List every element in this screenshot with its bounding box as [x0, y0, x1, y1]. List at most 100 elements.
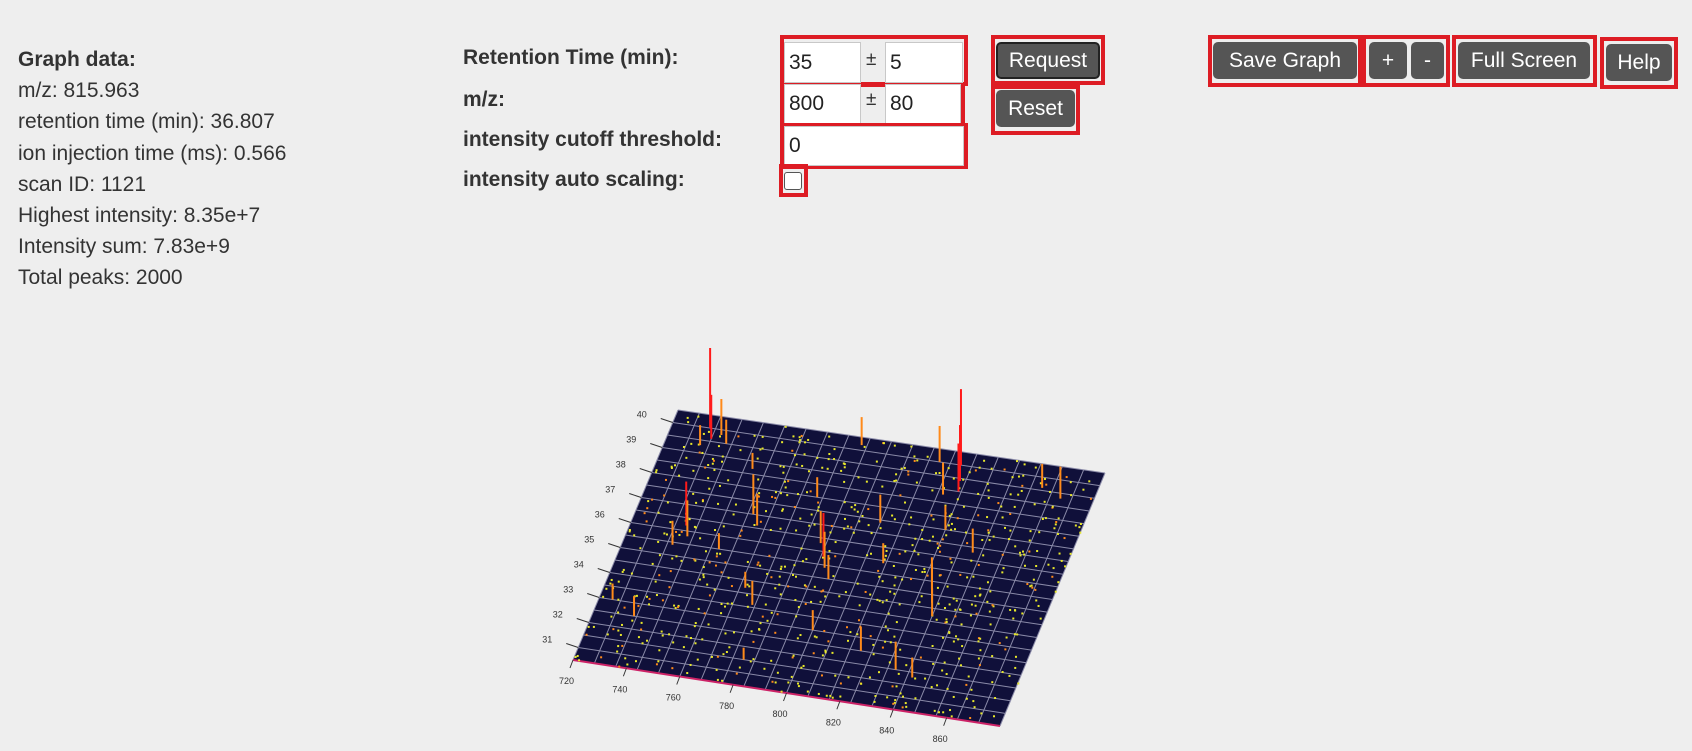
low-intensity-point	[1043, 477, 1046, 480]
zoom-out-button[interactable]: -	[1411, 42, 1444, 79]
low-intensity-point	[802, 664, 805, 667]
low-intensity-point	[968, 471, 971, 474]
low-intensity-point	[916, 459, 919, 462]
low-intensity-point	[877, 671, 880, 674]
low-intensity-point	[962, 478, 965, 481]
low-intensity-point	[913, 459, 916, 462]
low-intensity-point	[936, 586, 939, 589]
low-intensity-point	[913, 455, 916, 458]
low-intensity-point	[794, 598, 797, 601]
help-button[interactable]: Help	[1606, 44, 1672, 81]
low-intensity-point	[759, 448, 762, 451]
low-intensity-point	[655, 469, 658, 472]
y-tick-label: 35	[584, 535, 594, 545]
low-intensity-point	[945, 618, 948, 621]
low-intensity-point	[856, 510, 859, 513]
low-intensity-point	[804, 603, 807, 606]
low-intensity-point	[1069, 481, 1072, 484]
reset-button[interactable]: Reset	[996, 90, 1075, 127]
mz-value-input[interactable]: 800	[784, 84, 861, 124]
low-intensity-point	[655, 471, 658, 474]
low-intensity-point	[998, 642, 1001, 645]
low-intensity-point	[1079, 523, 1082, 526]
low-intensity-point	[1079, 531, 1082, 534]
low-intensity-point	[1074, 524, 1077, 527]
rt-tolerance-input[interactable]: 5	[885, 42, 963, 83]
low-intensity-point	[873, 700, 876, 703]
low-intensity-point	[746, 560, 749, 563]
low-intensity-point	[1001, 553, 1004, 556]
low-intensity-point	[953, 528, 956, 531]
grid-line	[807, 444, 914, 697]
rt-value-input[interactable]: 35	[784, 42, 861, 83]
low-intensity-point	[895, 621, 898, 624]
low-intensity-point	[668, 633, 671, 636]
low-intensity-point	[869, 593, 872, 596]
low-intensity-point	[823, 629, 826, 632]
save-graph-button[interactable]: Save Graph	[1213, 42, 1357, 79]
low-intensity-point	[657, 540, 660, 543]
low-intensity-point	[1028, 550, 1031, 553]
low-intensity-point	[1021, 484, 1024, 487]
low-intensity-point	[1089, 497, 1092, 500]
low-intensity-point	[792, 435, 795, 438]
low-intensity-point	[651, 562, 654, 565]
low-intensity-point	[1029, 530, 1032, 533]
low-intensity-point	[790, 675, 793, 678]
low-intensity-point	[774, 496, 777, 499]
low-intensity-point	[776, 613, 779, 616]
low-intensity-point	[688, 518, 691, 521]
full-screen-button[interactable]: Full Screen	[1458, 42, 1590, 79]
low-intensity-point	[1009, 608, 1012, 611]
low-intensity-point	[931, 535, 934, 538]
low-intensity-point	[952, 695, 955, 698]
low-intensity-point	[761, 435, 764, 438]
low-intensity-point	[1044, 517, 1047, 520]
low-intensity-point	[721, 455, 724, 458]
low-intensity-point	[974, 469, 977, 472]
low-intensity-point	[974, 595, 977, 598]
low-intensity-point	[949, 709, 952, 712]
low-intensity-point	[980, 712, 983, 715]
low-intensity-point	[697, 607, 700, 610]
request-button[interactable]: Request	[996, 42, 1100, 79]
low-intensity-point	[950, 715, 953, 718]
zoom-buttons-highlight	[1362, 35, 1450, 87]
low-intensity-point	[701, 451, 704, 454]
low-intensity-point	[1037, 604, 1040, 607]
low-intensity-point	[872, 653, 875, 656]
low-intensity-point	[610, 578, 613, 581]
info-scan-id: scan ID: 1121	[18, 172, 147, 196]
low-intensity-point	[787, 480, 790, 483]
low-intensity-point	[578, 659, 581, 662]
low-intensity-point	[770, 659, 773, 662]
low-intensity-point	[1078, 526, 1081, 529]
low-intensity-point	[867, 508, 870, 511]
low-intensity-point	[860, 682, 863, 685]
low-intensity-point	[1051, 575, 1054, 578]
low-intensity-point	[900, 467, 903, 470]
x-tick-mark	[783, 692, 787, 702]
low-intensity-point	[664, 478, 667, 481]
low-intensity-point	[992, 605, 995, 608]
cutoff-input[interactable]: 0	[784, 126, 964, 166]
low-intensity-point	[913, 549, 916, 552]
low-intensity-point	[954, 615, 957, 618]
autoscale-checkbox[interactable]	[784, 172, 802, 190]
grid-line	[656, 459, 1085, 525]
grid-line	[641, 497, 1069, 563]
low-intensity-point	[947, 467, 950, 470]
low-intensity-point	[739, 534, 742, 537]
low-intensity-point	[606, 633, 609, 636]
mz-tolerance-input[interactable]: 80	[885, 84, 961, 124]
low-intensity-point	[817, 506, 820, 509]
low-intensity-point	[881, 646, 884, 649]
graph-data-heading: Graph data:	[18, 48, 136, 71]
zoom-in-button[interactable]: +	[1369, 42, 1407, 79]
grid-line	[914, 460, 1021, 713]
low-intensity-point	[817, 509, 820, 512]
low-intensity-point	[1036, 550, 1039, 553]
low-intensity-point	[816, 456, 819, 459]
low-intensity-point	[657, 660, 660, 663]
